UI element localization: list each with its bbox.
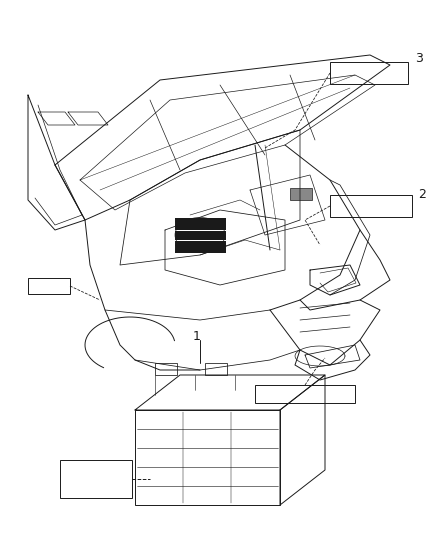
Bar [255,385,355,403]
Bar [330,62,408,84]
Text: 3: 3 [415,52,423,65]
Text: 2: 2 [418,188,426,201]
Bar [290,188,312,200]
Text: 1: 1 [193,330,201,343]
Bar [155,363,177,375]
Bar [135,410,280,505]
Bar [60,460,132,498]
Bar [330,195,412,217]
Bar [28,278,70,294]
Bar [205,363,227,375]
